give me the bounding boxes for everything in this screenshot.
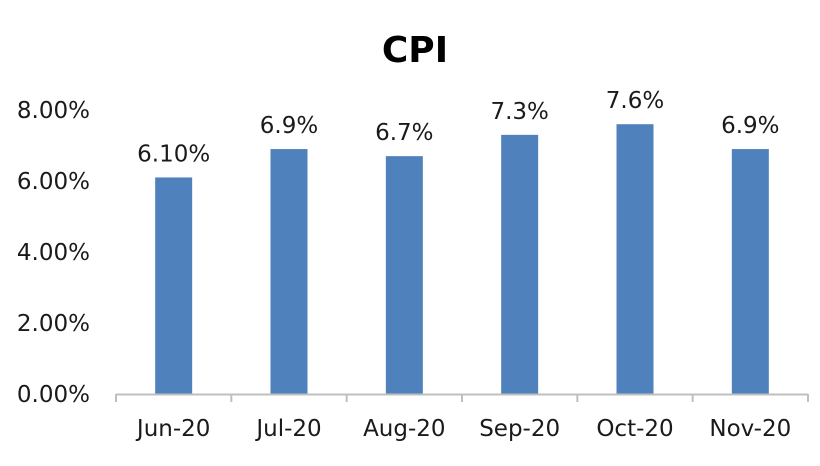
data-label: 7.6% [606,88,664,114]
data-label: 6.9% [721,113,779,139]
x-axis: Jun-20 Jul-20 Aug-20 Sep-20 Oct-20 Nov-20 [115,393,809,442]
chart-title: CPI [382,30,448,71]
bar-oct-20 [616,124,654,394]
x-tick-label: Aug-20 [363,416,445,442]
bar-sep-20 [501,134,539,394]
data-label: 6.7% [375,120,433,146]
bar-jun-20 [155,177,193,394]
bar-jul-20 [270,149,308,394]
y-tick-label: 0.00% [17,382,90,408]
bar-series [155,124,769,394]
bar-aug-20 [385,156,423,394]
y-tick-label: 8.00% [17,98,90,124]
x-tick-label: Oct-20 [596,416,673,442]
data-label: 7.3% [490,99,548,125]
y-tick-label: 2.00% [17,311,90,337]
x-tick-label: Jul-20 [254,416,321,442]
data-label: 6.10% [137,141,210,167]
y-tick-label: 4.00% [17,240,90,266]
y-axis: 0.00% 2.00% 4.00% 6.00% 8.00% [17,98,90,408]
x-tick-label: Sep-20 [479,416,560,442]
data-labels: 6.10% 6.9% 6.7% 7.3% 7.6% 6.9% [137,88,779,167]
y-tick-label: 6.00% [17,169,90,195]
data-label: 6.9% [260,113,318,139]
x-tick-label: Jun-20 [135,416,211,442]
x-tick-label: Nov-20 [709,416,791,442]
bar-nov-20 [731,149,769,394]
